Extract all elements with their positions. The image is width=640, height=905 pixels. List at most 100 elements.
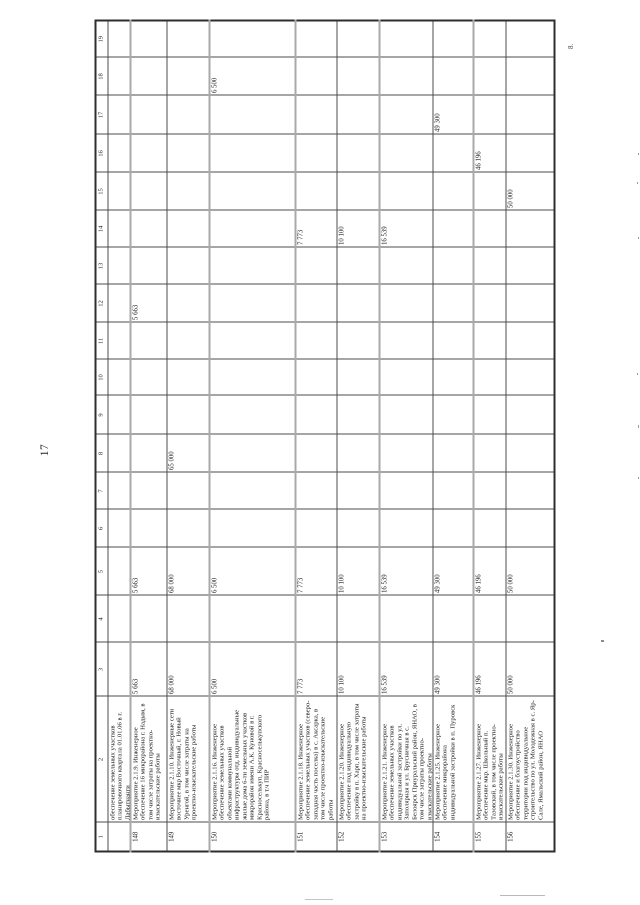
empty-cell <box>166 359 209 395</box>
margin-mark: 8. <box>567 43 575 49</box>
empty-cell <box>378 472 432 509</box>
column-number-3: 3 <box>95 642 107 696</box>
empty-cell <box>129 134 166 172</box>
amount-value: 68 000 <box>167 674 175 694</box>
row-number-cell: 148 <box>129 822 166 851</box>
value-cell-col3: 5 663 <box>129 642 166 696</box>
empty-cell <box>472 359 505 395</box>
column-number-6: 6 <box>95 509 107 547</box>
empty-cell <box>107 472 130 509</box>
empty-cell <box>378 359 432 395</box>
empty-cell <box>208 172 295 210</box>
table-row: 151 Мероприятие 2.1.18. Инженерное обеспе… <box>294 20 336 851</box>
empty-cell <box>107 210 130 247</box>
empty-cell <box>472 210 505 247</box>
amount-value: 6 500 <box>210 577 218 593</box>
measure-description: Мероприятие 2.1.30. Инженерное обеспечен… <box>506 699 544 820</box>
empty-cell <box>129 95 166 134</box>
measure-description: Мероприятие 2.1.27. Инженерное обеспечен… <box>474 723 505 820</box>
page-number: 17 <box>39 443 51 457</box>
row-number: 156 <box>506 831 514 842</box>
empty-cell <box>472 95 505 134</box>
row-number-cell: 152 <box>336 822 379 851</box>
table-row: 148 Мероприятие 2.1.9. Инженерное обеспеч… <box>129 20 166 851</box>
empty-cell <box>432 20 473 57</box>
row-number-cell: 151 <box>294 822 336 851</box>
empty-cell <box>472 595 505 642</box>
measure-description: Мероприятие 2.1.10. Инженерные сети вост… <box>167 708 198 820</box>
measure-description-cell: Мероприятие 2.1.30. Инженерное обеспечен… <box>505 696 554 822</box>
table-row: 153 Мероприятие 2.1.21. Инженерное обеспе… <box>378 20 432 851</box>
scan-speck <box>637 182 638 184</box>
empty-cell <box>336 247 379 284</box>
row-number-cell <box>107 822 130 851</box>
empty-cell <box>505 284 554 322</box>
amount-value: 46 196 <box>474 150 482 170</box>
empty-cell <box>129 595 166 642</box>
empty-cell <box>166 595 209 642</box>
empty-cell <box>336 20 379 57</box>
column-number-4: 4 <box>95 595 107 642</box>
row-number: 155 <box>474 831 482 842</box>
row-number: 154 <box>433 831 441 842</box>
value-cell-col3: 7 773 <box>294 642 336 696</box>
value-cell-col18: 6 500 <box>208 57 295 95</box>
table-row: 150 Мероприятие 2.1.16. Инженерное обеспе… <box>208 20 295 851</box>
empty-cell <box>129 395 166 434</box>
value-cell-col3: 46 196 <box>472 642 505 696</box>
empty-cell <box>472 434 505 472</box>
row-number: 148 <box>131 831 139 842</box>
empty-cell <box>294 359 336 395</box>
empty-cell <box>336 509 379 547</box>
empty-cell <box>107 20 130 57</box>
measure-description: Мероприятие 2.1.16. Инженерное обеспечен… <box>210 709 271 820</box>
empty-cell <box>432 359 473 395</box>
empty-cell <box>336 595 379 642</box>
empty-cell <box>472 395 505 434</box>
empty-cell <box>129 434 166 472</box>
empty-cell <box>107 322 130 359</box>
column-number-14: 14 <box>95 210 107 247</box>
amount-value: 49 300 <box>433 112 441 132</box>
empty-cell <box>336 434 379 472</box>
empty-cell <box>208 359 295 395</box>
row-number: 152 <box>337 831 345 842</box>
empty-cell <box>166 395 209 434</box>
value-cell-col3: 49 300 <box>432 642 473 696</box>
empty-cell <box>294 509 336 547</box>
empty-cell <box>107 395 130 434</box>
value-cell-col15: 50 000 <box>505 172 554 210</box>
empty-cell <box>432 134 473 172</box>
empty-cell <box>432 595 473 642</box>
measure-description-cell: Мероприятие 2.1.21. Инженерное обеспечен… <box>378 696 432 822</box>
measure-description-cell: Мероприятие 2.1.9. Инженерное обеспечени… <box>129 696 166 822</box>
measure-description-cell: Мероприятие 2.1.18. Инженерное обеспечен… <box>294 696 336 822</box>
column-number-10: 10 <box>95 359 107 395</box>
row-number: 150 <box>210 831 218 842</box>
empty-cell <box>336 359 379 395</box>
amount-value: 7 773 <box>296 678 304 694</box>
empty-cell <box>336 395 379 434</box>
amount-value: 16 539 <box>380 674 388 694</box>
empty-cell <box>432 322 473 359</box>
empty-cell <box>336 284 379 322</box>
column-number-2: 2 <box>95 696 107 822</box>
value-cell-col17: 49 300 <box>432 95 473 134</box>
value-cell-col5: 7 773 <box>294 547 336 595</box>
empty-cell <box>505 322 554 359</box>
row-number-cell: 153 <box>378 822 432 851</box>
scan-speck <box>638 237 639 239</box>
empty-cell <box>208 95 295 134</box>
empty-cell <box>472 20 505 57</box>
empty-cell <box>432 284 473 322</box>
empty-cell <box>294 434 336 472</box>
empty-cell <box>294 472 336 509</box>
amount-value: 10 100 <box>337 674 345 694</box>
empty-cell <box>378 395 432 434</box>
amount-value: 50 000 <box>506 188 514 208</box>
empty-cell <box>294 395 336 434</box>
empty-cell <box>129 172 166 210</box>
empty-cell <box>432 509 473 547</box>
column-number-18: 18 <box>95 57 107 95</box>
empty-cell <box>378 247 432 284</box>
